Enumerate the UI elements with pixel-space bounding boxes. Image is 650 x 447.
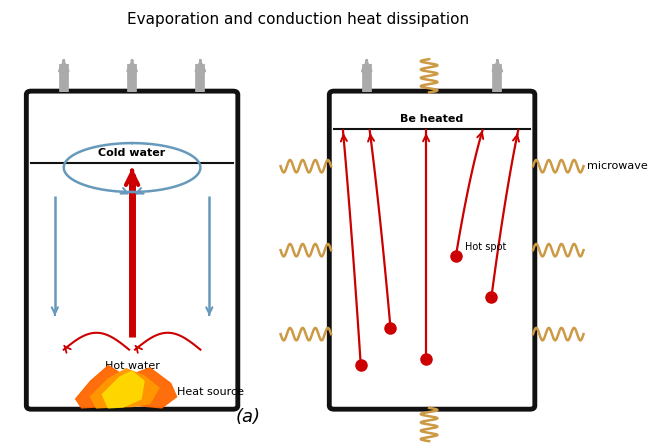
Text: Be heated: Be heated	[400, 114, 463, 124]
Text: microwave: microwave	[586, 161, 647, 171]
Polygon shape	[90, 369, 159, 408]
FancyBboxPatch shape	[330, 91, 535, 409]
FancyBboxPatch shape	[27, 91, 238, 409]
Text: Heat source: Heat source	[177, 387, 244, 397]
Text: Cold water: Cold water	[98, 148, 166, 158]
Polygon shape	[102, 371, 144, 408]
Text: (a): (a)	[235, 408, 261, 426]
Text: Hot water: Hot water	[105, 361, 159, 371]
Text: Hot spot: Hot spot	[465, 242, 506, 252]
Text: Evaporation and conduction heat dissipation: Evaporation and conduction heat dissipat…	[127, 13, 469, 28]
Polygon shape	[75, 366, 177, 408]
